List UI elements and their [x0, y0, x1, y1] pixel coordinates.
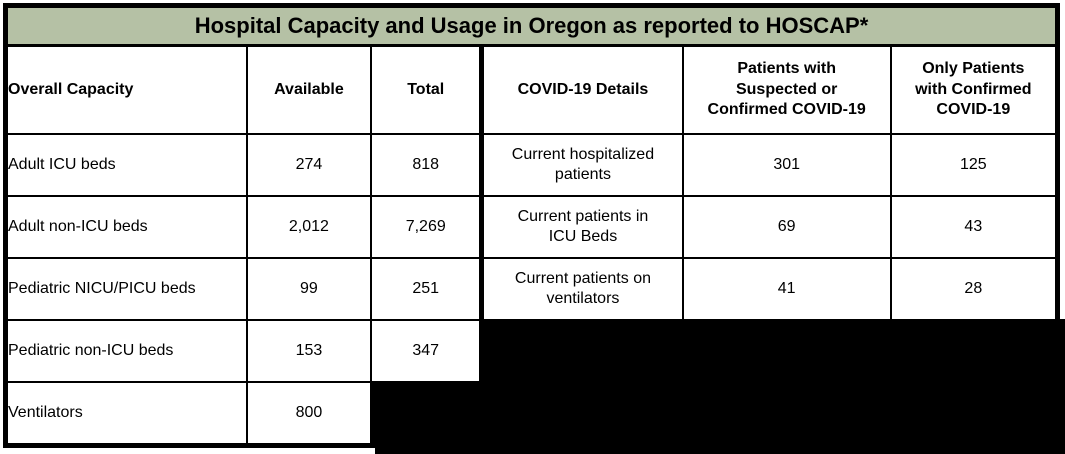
table-row: Pediatric non-ICU beds 153 347 [4, 319, 1059, 383]
covid-row-label: Current hospitalized patients [479, 133, 684, 197]
suspected-or-confirmed-value: 41 [681, 257, 892, 321]
available-value: 99 [245, 257, 373, 321]
header-suspected-or-confirmed: Patients with Suspected or Confirmed COV… [681, 44, 892, 135]
redacted-block [479, 319, 1059, 383]
table-row: Adult non-ICU beds 2,012 7,269 Current p… [4, 195, 1059, 259]
suspected-or-confirmed-value: 301 [681, 133, 892, 197]
header-covid-details: COVID-19 Details [479, 44, 684, 135]
total-value: 7,269 [370, 195, 483, 259]
title-row: Hospital Capacity and Usage in Oregon as… [4, 4, 1059, 47]
hoscap-table: Hospital Capacity and Usage in Oregon as… [3, 3, 1060, 448]
capacity-row-label: Ventilators [4, 381, 248, 447]
redacted-block [375, 437, 1065, 454]
capacity-row-label: Pediatric NICU/PICU beds [4, 257, 248, 321]
header-available: Available [245, 44, 373, 135]
table-row: Adult ICU beds 274 818 Current hospitali… [4, 133, 1059, 197]
header-overall-capacity: Overall Capacity [4, 44, 248, 135]
header-confirmed-only: Only Patients with Confirmed COVID-19 [889, 44, 1059, 135]
redacted-block [1050, 319, 1065, 454]
total-value: 818 [370, 133, 483, 197]
covid-row-label: Current patients in ICU Beds [479, 195, 684, 259]
table-row: Pediatric NICU/PICU beds 99 251 Current … [4, 257, 1059, 321]
header-row: Overall Capacity Available Total COVID-1… [4, 44, 1059, 135]
available-value: 153 [245, 319, 373, 383]
confirmed-only-value: 43 [889, 195, 1059, 259]
suspected-or-confirmed-value: 69 [681, 195, 892, 259]
table-row: Ventilators 800 [4, 381, 1059, 447]
total-value: 251 [370, 257, 483, 321]
capacity-row-label: Adult ICU beds [4, 133, 248, 197]
confirmed-only-value: 125 [889, 133, 1059, 197]
available-value: 274 [245, 133, 373, 197]
covid-row-label: Current patients on ventilators [479, 257, 684, 321]
confirmed-only-value: 28 [889, 257, 1059, 321]
available-value: 2,012 [245, 195, 373, 259]
total-value: 347 [370, 319, 483, 383]
table-title: Hospital Capacity and Usage in Oregon as… [4, 4, 1059, 47]
capacity-row-label: Pediatric non-ICU beds [4, 319, 248, 383]
available-value: 800 [245, 381, 373, 447]
capacity-row-label: Adult non-ICU beds [4, 195, 248, 259]
header-total: Total [370, 44, 483, 135]
redacted-block [370, 381, 1059, 447]
